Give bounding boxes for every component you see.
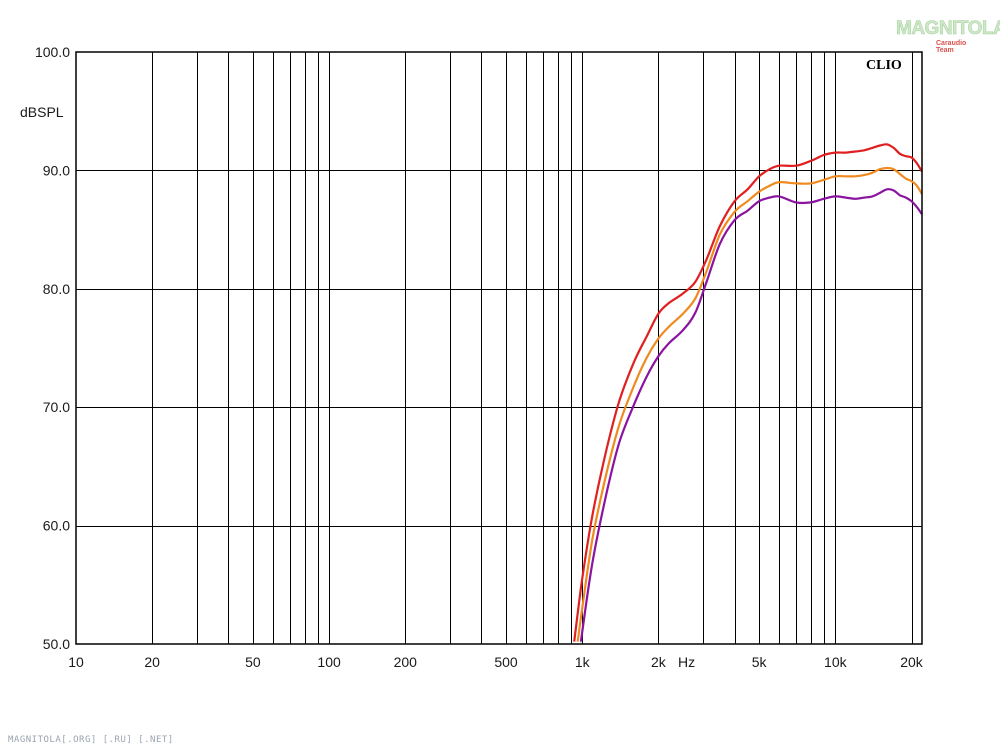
logo-subtext: Caraudio Team: [936, 40, 967, 54]
x-tick-label: 500: [494, 654, 518, 670]
x-tick-label: 10k: [824, 654, 848, 670]
tick-labels: 10 20 50 100 200 500 1k 2k 5k 10k 20k 50.0 60.0 70.0 8…: [35, 44, 924, 670]
x-axis-unit-label: Hz: [678, 654, 695, 670]
response-curve-2: [576, 166, 923, 642]
y-axis-label: dBSPL: [20, 104, 64, 120]
response-curve-1: [573, 143, 923, 642]
x-tick-label: 50: [245, 654, 261, 670]
x-tick-label: 100: [317, 654, 341, 670]
response-curve-3: [579, 188, 923, 643]
grid-lines: [76, 52, 922, 644]
plot-frame: [75, 51, 923, 645]
x-tick-label: 5k: [752, 654, 768, 670]
magnitola-logo: MAGNITOLA Caraudio Team: [896, 18, 1000, 54]
y-tick-label: 100.0: [35, 44, 70, 60]
x-tick-label: 20: [144, 654, 160, 670]
x-tick-label: 2k: [651, 654, 667, 670]
y-tick-label: 80.0: [43, 281, 70, 297]
y-tick-label: 90.0: [43, 162, 70, 178]
x-tick-label: 200: [394, 654, 418, 670]
y-tick-label: 70.0: [43, 399, 70, 415]
x-tick-label: 10: [68, 654, 84, 670]
y-tick-label: 60.0: [43, 518, 70, 534]
x-tick-label: 1k: [575, 654, 591, 670]
logo-text: MAGNITOLA: [896, 18, 1000, 40]
brand-label-clio: CLIO: [866, 58, 902, 73]
response-curves: [573, 143, 923, 643]
x-tick-label: 20k: [900, 654, 924, 670]
y-tick-label: 50.0: [43, 636, 70, 652]
footer-watermark: MAGNITOLA[.ORG] [.RU] [.NET]: [8, 735, 174, 745]
